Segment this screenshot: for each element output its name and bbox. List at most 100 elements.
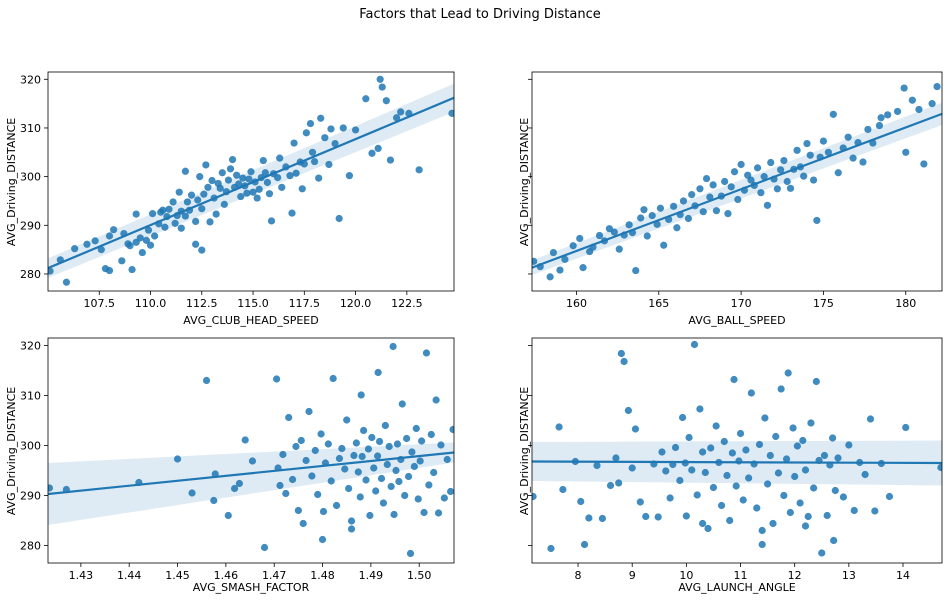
data-point: [632, 266, 640, 275]
data-point: [720, 437, 728, 446]
y-axis-label: AVG_Driving_DISTANCE: [5, 387, 18, 515]
y-tick-label: 300: [20, 440, 41, 453]
data-point: [699, 448, 707, 456]
data-point: [282, 489, 290, 498]
data-point: [212, 210, 220, 218]
data-point: [758, 540, 766, 549]
data-point: [767, 158, 775, 167]
data-point: [368, 149, 376, 157]
data-point: [598, 514, 607, 523]
data-point: [670, 202, 678, 210]
data-point: [352, 439, 360, 447]
data-point: [414, 495, 422, 503]
y-tick-label: 290: [20, 490, 41, 503]
data-point: [712, 422, 720, 430]
data-point: [146, 241, 155, 249]
data-point: [684, 214, 693, 223]
data-point: [449, 425, 454, 434]
plot-area: [532, 340, 942, 557]
y-axis-label: AVG_Driving_DISTANCE: [518, 387, 531, 515]
data-point: [561, 255, 569, 263]
data-point: [415, 166, 423, 174]
data-point: [390, 510, 398, 519]
data-point: [286, 172, 294, 180]
data-point: [884, 111, 892, 119]
data-point: [839, 493, 848, 501]
data-point: [585, 514, 593, 522]
data-point: [204, 183, 212, 191]
data-point: [824, 148, 832, 156]
data-point: [699, 208, 707, 216]
data-point: [292, 169, 300, 177]
data-point: [288, 475, 297, 484]
data-point: [279, 450, 287, 459]
data-point: [820, 451, 829, 460]
subplot-ball-speed: AVG_BALL_SPEED AVG_Driving_DISTANCE 160 1…: [518, 71, 943, 327]
data-point: [314, 490, 322, 499]
data-point: [249, 188, 257, 196]
data-point: [308, 148, 317, 156]
data-point: [345, 484, 353, 493]
data-point: [682, 512, 690, 520]
data-point: [861, 470, 869, 479]
data-point: [110, 226, 118, 234]
data-point: [374, 144, 382, 153]
data-point: [206, 218, 214, 226]
x-tick-label: 1.45: [165, 569, 190, 582]
data-point: [628, 464, 636, 472]
data-point: [615, 245, 623, 253]
data-point: [688, 466, 696, 474]
x-tick-label: 160: [566, 297, 587, 310]
x-tick-label: 1.47: [262, 569, 287, 582]
data-point: [745, 474, 753, 482]
data-point: [128, 265, 136, 274]
data-point: [902, 423, 910, 432]
data-point: [173, 455, 182, 463]
data-point: [228, 156, 237, 164]
data-point: [196, 173, 204, 181]
data-point: [260, 543, 269, 552]
data-point: [443, 455, 451, 464]
data-point: [658, 448, 666, 456]
data-point: [679, 197, 688, 205]
data-point: [900, 84, 908, 92]
data-point: [696, 185, 704, 193]
data-point: [654, 513, 662, 521]
data-point: [294, 506, 302, 515]
data-point: [159, 206, 167, 214]
x-tick-label: 1.46: [214, 569, 239, 582]
data-point: [448, 109, 454, 117]
data-point: [737, 160, 745, 169]
data-point: [327, 477, 335, 485]
data-point: [782, 455, 791, 463]
data-point: [704, 524, 712, 533]
data-point: [144, 226, 153, 234]
data-point: [255, 185, 263, 193]
data-point: [148, 210, 157, 218]
x-tick-label: 107.5: [84, 297, 116, 310]
data-point: [317, 430, 325, 438]
data-point: [338, 444, 346, 453]
data-point: [755, 440, 764, 449]
data-point: [447, 487, 454, 496]
data-point: [532, 257, 538, 265]
data-point: [194, 196, 202, 204]
data-point: [198, 246, 206, 254]
data-point: [285, 413, 293, 422]
axes-frame: [47, 71, 455, 292]
data-point: [378, 83, 386, 91]
data-point: [810, 484, 818, 492]
data-point: [377, 474, 386, 483]
data-point: [202, 161, 210, 169]
data-point: [392, 114, 401, 122]
data-point: [709, 483, 718, 492]
data-point: [777, 385, 785, 393]
data-point: [393, 440, 402, 448]
data-point: [807, 419, 815, 427]
data-point: [274, 174, 282, 182]
data-point: [804, 512, 812, 521]
data-point: [685, 433, 693, 442]
data-point: [615, 479, 623, 487]
data-point: [699, 519, 707, 528]
data-point: [267, 217, 276, 225]
